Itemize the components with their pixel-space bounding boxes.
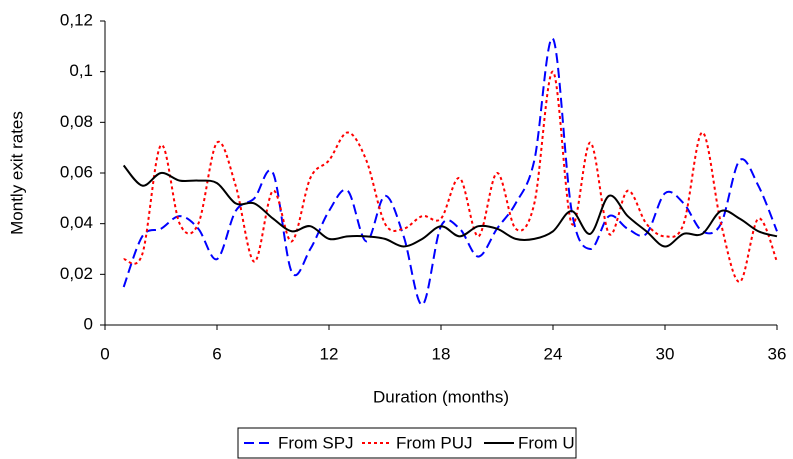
x-tick-label: 0 [100,344,109,363]
y-tick-label: 0,08 [60,112,93,131]
y-tick-label: 0,06 [60,162,93,181]
x-axis-label: Duration (months) [373,387,509,406]
series-line [123,70,778,283]
series-line [122,164,778,248]
legend-label: From SPJ [278,433,354,452]
x-tick-label: 6 [212,344,221,363]
series-line [122,37,778,306]
x-tick-label: 12 [320,344,339,363]
y-tick-label: 0,04 [60,213,93,232]
legend-label: From U [518,433,575,452]
x-tick-label: 36 [768,344,787,363]
x-tick-label: 18 [432,344,451,363]
x-tick-label: 30 [656,344,675,363]
x-tick-label: 24 [544,344,563,363]
legend-box [237,427,577,459]
y-tick-label: 0,1 [69,61,93,80]
y-tick-label: 0,12 [60,10,93,29]
legend-label: From PUJ [396,433,473,452]
y-tick-label: 0,02 [60,264,93,283]
y-tick-label: 0 [84,314,93,333]
y-axis-label: Montly exit rates [7,111,26,235]
